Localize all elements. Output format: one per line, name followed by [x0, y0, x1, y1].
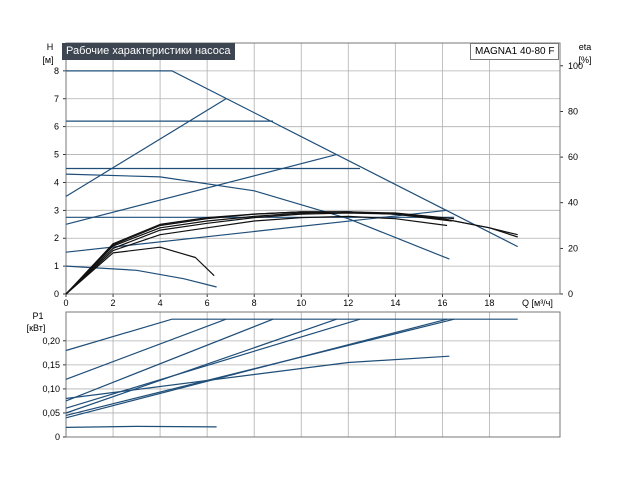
efficiency-curve — [65, 215, 448, 295]
head-y-tick-label: 7 — [54, 94, 59, 104]
eta-tick-label: 80 — [568, 106, 578, 116]
head-x-tick-label: 12 — [343, 298, 353, 308]
power-y-tick-label: 0,20 — [42, 336, 60, 346]
efficiency-curve — [65, 211, 518, 295]
eta-tick-label: 20 — [568, 243, 578, 253]
head-y-tick-label: 1 — [54, 261, 59, 271]
head-y-axis-label: H — [47, 42, 54, 52]
eta-axis-unit: [%] — [578, 55, 591, 65]
efficiency-curve — [65, 212, 452, 295]
head-x-tick-label: 8 — [252, 298, 257, 308]
efficiency-curve — [65, 211, 455, 295]
power-curve — [65, 318, 227, 380]
head-y-axis-unit: [м] — [42, 55, 53, 65]
power-curve — [65, 318, 361, 409]
chart-title: Рабочие характеристики насоса — [62, 43, 235, 60]
efficiency-curve — [65, 211, 518, 295]
power-curve — [65, 318, 518, 352]
head-curve — [65, 173, 450, 260]
eta-tick-label: 0 — [568, 289, 573, 299]
eta-tick-label: 60 — [568, 152, 578, 162]
head-curve — [65, 265, 217, 288]
head-curve — [65, 98, 227, 197]
head-y-tick-label: 0 — [54, 289, 59, 299]
power-y-axis-label: P1 — [32, 311, 43, 321]
power-y-tick-label: 0 — [55, 432, 60, 442]
head-curve — [66, 70, 518, 248]
power-y-axis-unit: [кВт] — [27, 323, 46, 333]
head-y-tick-label: 4 — [54, 177, 59, 187]
model-label: MAGNA1 40-80 F — [470, 43, 560, 60]
efficiency-curve — [65, 246, 215, 295]
power-curve — [65, 318, 455, 416]
power-y-tick-label: 0,10 — [42, 384, 60, 394]
head-x-tick-label: 16 — [437, 298, 447, 308]
head-x-tick-label: 10 — [296, 298, 306, 308]
eta-tick-label: 100 — [568, 61, 583, 71]
head-x-tick-label: 14 — [390, 298, 400, 308]
head-x-tick-label: 4 — [158, 298, 163, 308]
head-x-tick-label: 18 — [484, 298, 494, 308]
power-curve — [65, 355, 450, 400]
power-curve — [65, 318, 337, 414]
head-y-tick-label: 6 — [54, 122, 59, 132]
head-y-tick-label: 5 — [54, 150, 59, 160]
power-plot-frame — [65, 311, 561, 438]
power-y-tick-label: 0,05 — [42, 408, 60, 418]
power-y-tick-label: 0,15 — [42, 360, 60, 370]
power-curve — [65, 425, 217, 428]
eta-axis-label: eta — [579, 42, 592, 52]
head-x-tick-label: 6 — [205, 298, 210, 308]
head-y-tick-label: 2 — [54, 233, 59, 243]
head-y-tick-label: 3 — [54, 205, 59, 215]
head-y-tick-label: 8 — [54, 66, 59, 76]
eta-tick-label: 40 — [568, 198, 578, 208]
head-curve — [65, 154, 337, 225]
head-x-tick-label: 2 — [111, 298, 116, 308]
x-axis-label: Q [м³/ч] — [522, 298, 553, 308]
power-curve — [65, 318, 274, 402]
head-x-tick-label: 0 — [63, 298, 68, 308]
